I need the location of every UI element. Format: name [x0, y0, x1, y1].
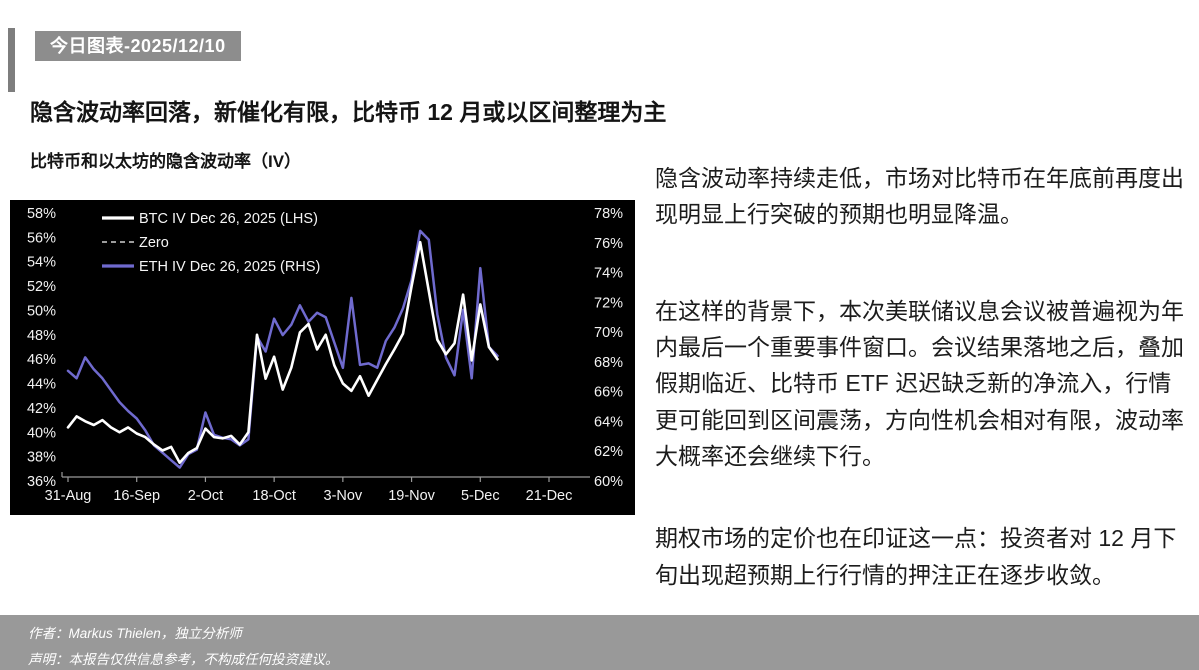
- right-axis-tick-label: 70%: [594, 325, 623, 341]
- left-axis-tick-label: 56%: [27, 230, 56, 246]
- page-title: 隐含波动率回落，新催化有限，比特币 12 月或以区间整理为主: [30, 99, 667, 125]
- left-axis-tick-label: 42%: [27, 401, 56, 417]
- x-axis-tick-label: 16-Sep: [113, 488, 160, 504]
- legend-label: BTC IV Dec 26, 2025 (LHS): [139, 211, 318, 227]
- x-axis-tick-label: 5-Dec: [461, 488, 500, 504]
- date-badge: 今日图表-2025/12/10: [35, 31, 241, 61]
- right-axis-tick-label: 66%: [594, 385, 623, 401]
- right-axis-tick-label: 72%: [594, 295, 623, 311]
- right-axis-tick-label: 78%: [594, 206, 623, 222]
- footer-author: 作者：Markus Thielen，独立分析师: [28, 626, 242, 641]
- btc-iv-line: [66, 240, 499, 465]
- left-axis-tick-label: 38%: [27, 450, 56, 466]
- legend-label: ETH IV Dec 26, 2025 (RHS): [139, 259, 320, 275]
- left-axis-tick-label: 46%: [27, 352, 56, 368]
- left-axis-tick-label: 54%: [27, 255, 56, 271]
- right-axis-tick-label: 76%: [594, 236, 623, 252]
- commentary-column: 隐含波动率持续走低，市场对比特币在年底前再度出现明显上行突破的预期也明显降温。 …: [655, 160, 1192, 593]
- commentary-paragraph-3: 期权市场的定价也在印证这一点：投资者对 12 月下旬出现超预期上行行情的押注正在…: [655, 525, 1177, 588]
- iv-chart-panel: 58% 56% 54% 52% 50% 48% 46% 44% 42% 40% 38% 36% 78% 7…: [10, 200, 635, 515]
- right-axis-tick-label: 68%: [594, 355, 623, 371]
- left-axis-tick-label: 44%: [27, 377, 56, 393]
- footer-disclaimer: 声明：本报告仅供信息参考，不构成任何投资建议。: [28, 652, 339, 667]
- left-axis-tick-label: 50%: [27, 303, 56, 319]
- accent-bar: [8, 28, 15, 92]
- x-axis-tick-label: 18-Oct: [252, 488, 296, 504]
- left-axis-tick-label: 52%: [27, 279, 56, 295]
- footer: 作者：Markus Thielen，独立分析师 声明：本报告仅供信息参考，不构成…: [0, 615, 1199, 670]
- x-axis-tick-label: 19-Nov: [388, 488, 435, 504]
- x-axis-tick-label: 3-Nov: [324, 488, 363, 504]
- left-axis-tick-label: 36%: [27, 474, 56, 490]
- x-axis-tick-label: 31-Aug: [45, 488, 92, 504]
- chart-subtitle: 比特币和以太坊的隐含波动率（IV）: [30, 152, 302, 171]
- right-axis-tick-label: 64%: [594, 414, 623, 430]
- legend-label: Zero: [139, 235, 169, 251]
- x-axis-tick-label: 21-Dec: [526, 488, 573, 504]
- right-axis-tick-label: 74%: [594, 266, 623, 282]
- chart-background: [10, 200, 635, 515]
- x-axis-tick-label: 2-Oct: [188, 488, 223, 504]
- iv-chart-svg: 58% 56% 54% 52% 50% 48% 46% 44% 42% 40% 38% 36% 78% 7…: [10, 200, 635, 515]
- commentary-paragraph-1: 隐含波动率持续走低，市场对比特币在年底前再度出现明显上行突破的预期也明显降温。: [655, 165, 1184, 228]
- commentary-paragraph-2: 在这样的背景下，本次美联储议息会议被普遍视为年内最后一个重要事件窗口。会议结果落…: [655, 297, 1184, 469]
- right-axis-tick-label: 62%: [594, 444, 623, 460]
- left-axis-tick-label: 58%: [27, 206, 56, 222]
- left-axis-tick-label: 48%: [27, 328, 56, 344]
- left-axis-tick-label: 40%: [27, 425, 56, 441]
- eth-iv-line: [66, 229, 499, 469]
- right-axis-tick-label: 60%: [594, 474, 623, 490]
